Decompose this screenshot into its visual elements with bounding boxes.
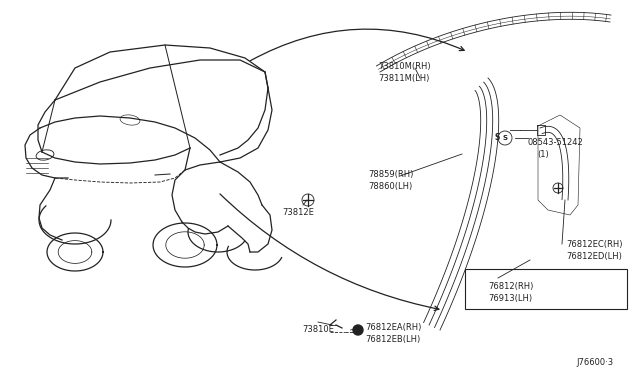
- Text: S: S: [494, 134, 500, 142]
- Text: 73810E: 73810E: [302, 325, 334, 334]
- Text: 78860(LH): 78860(LH): [368, 182, 412, 191]
- Circle shape: [353, 325, 363, 335]
- Text: 76812EC(RH): 76812EC(RH): [566, 240, 623, 249]
- Text: 73811M(LH): 73811M(LH): [378, 74, 429, 83]
- Text: J76600·3: J76600·3: [577, 358, 614, 367]
- Text: 73810M(RH): 73810M(RH): [378, 62, 431, 71]
- Text: 76812EB(LH): 76812EB(LH): [365, 335, 420, 344]
- Text: (1): (1): [537, 150, 548, 159]
- Text: S: S: [502, 135, 508, 141]
- Text: 76812EA(RH): 76812EA(RH): [365, 323, 421, 332]
- Text: 76812ED(LH): 76812ED(LH): [566, 252, 622, 261]
- Text: 73812E: 73812E: [282, 208, 314, 217]
- Text: 08543-51242: 08543-51242: [528, 138, 584, 147]
- Text: 76812(RH): 76812(RH): [488, 282, 533, 291]
- Text: 76913(LH): 76913(LH): [488, 294, 532, 303]
- Text: 78859(RH): 78859(RH): [368, 170, 413, 179]
